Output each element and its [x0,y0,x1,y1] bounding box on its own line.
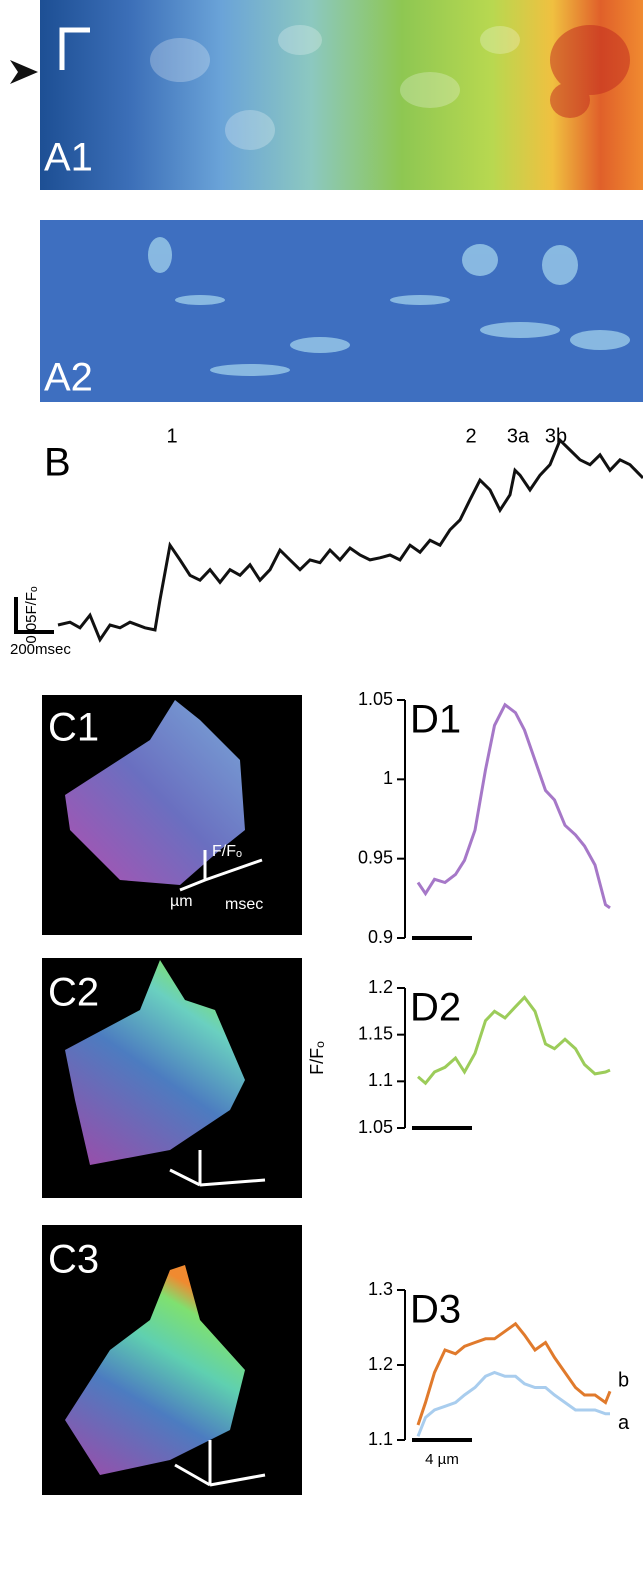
heatmap-hot [550,25,630,118]
panel-label: B [44,441,71,485]
trace-line [416,1321,612,1426]
scale-label: 0.05F/Fₒ [23,586,40,644]
y-tick-label: 1.05 [358,689,393,709]
event-label: 3a [507,425,530,447]
panel-label: D1 [410,698,461,742]
axis-label: µm [170,893,193,910]
surface [65,1265,245,1475]
panel-label: C1 [48,706,99,750]
y-tick-label: 1.2 [368,977,393,997]
arrowhead [10,60,38,84]
axes-glyph [174,1440,266,1487]
event-label: 1 [166,425,177,447]
axis-label: msec [225,896,263,913]
axis-label: F/Fₒ [212,843,242,860]
axes-glyph [169,1150,266,1187]
panel-label: D3 [410,1288,461,1332]
heatmap-texture [150,25,520,150]
panel-label: D2 [410,986,461,1030]
y-tick-label: 1 [383,768,393,788]
event-label: 2 [465,425,476,447]
y-axis-label: F/Fₒ [307,1041,327,1075]
trace-line [57,437,643,643]
y-tick-label: 0.9 [368,927,393,947]
scale-label: 4 µm [425,1451,459,1468]
trace-line [416,702,611,910]
heatmap-specks [148,237,630,376]
y-tick-label: 1.05 [358,1117,393,1137]
panel-label: C2 [48,971,99,1015]
scale-mark [59,27,90,70]
legend-label: b [618,1370,629,1392]
panel-label: A1 [44,136,93,180]
trace-line [416,1370,610,1437]
legend-label: a [618,1412,630,1434]
scale-label: 200msec [10,641,71,658]
surface [65,700,245,885]
surface [65,960,245,1165]
panel-label: A2 [44,356,93,400]
trace-line [417,994,611,1086]
heatmap-a2 [40,220,643,402]
y-tick-label: 1.3 [368,1279,393,1299]
axes-glyph [179,850,263,892]
y-tick-label: 1.15 [358,1023,393,1043]
y-tick-label: 1.2 [368,1354,393,1374]
y-tick-label: 0.95 [358,847,393,867]
y-tick-label: 1.1 [368,1429,393,1449]
y-tick-label: 1.1 [368,1070,393,1090]
panel-label: C3 [48,1238,99,1282]
heatmap-a1 [40,0,643,190]
